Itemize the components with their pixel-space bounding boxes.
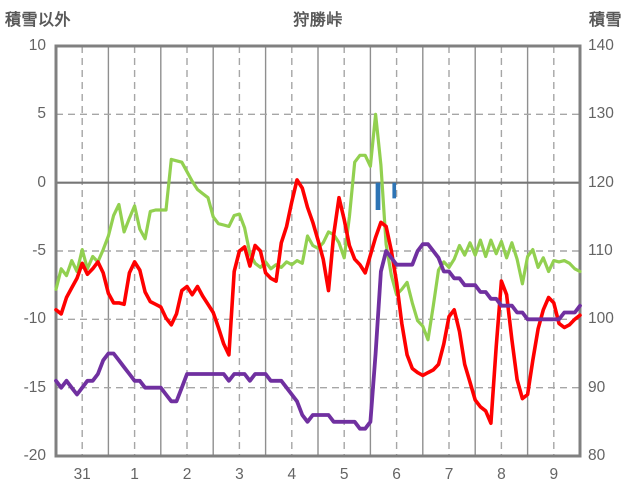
y-left-tick-label: -10 xyxy=(23,310,46,328)
x-tick-label: 9 xyxy=(549,466,559,483)
x-tick-label: 1 xyxy=(130,466,139,483)
x-tick-label: 6 xyxy=(392,466,401,483)
y-right-tick-label: 130 xyxy=(588,105,614,123)
y-left-tick-label: -20 xyxy=(23,447,46,464)
y-left-tick-label: 5 xyxy=(37,105,46,123)
x-tick-label: 7 xyxy=(444,466,454,483)
purple-line-snow-depth xyxy=(54,242,582,431)
y-left-tick-label: -15 xyxy=(23,378,46,396)
plot-border xyxy=(54,44,582,458)
right-axis-title: 積雪 xyxy=(589,12,623,29)
y-right-tick-label: 110 xyxy=(588,242,613,259)
red-line xyxy=(54,178,582,426)
x-tick-label: 31 xyxy=(73,466,91,483)
y-right-tick-label: 140 xyxy=(588,37,614,54)
y-right-tick-label: 120 xyxy=(588,173,614,191)
y-left-tick-label: 10 xyxy=(28,37,46,54)
chart-title: 狩勝峠 xyxy=(293,12,343,29)
x-tick-label: 4 xyxy=(287,466,297,483)
y-right-tick-label: 80 xyxy=(588,447,606,464)
green-line xyxy=(54,112,582,342)
x-tick-label: 2 xyxy=(182,466,192,483)
y-left-tick-label: -5 xyxy=(32,242,46,259)
left-axis-title: 積雪以外 xyxy=(5,12,72,29)
y-right-tick-label: 90 xyxy=(588,378,606,396)
blue-bar-1 xyxy=(375,182,381,210)
y-right-tick-label: 100 xyxy=(588,310,614,328)
blue-bar-2 xyxy=(392,182,397,199)
x-tick-label: 8 xyxy=(497,466,506,483)
y-left-tick-label: 0 xyxy=(37,173,46,191)
x-tick-label: 3 xyxy=(235,466,244,483)
x-tick-label: 5 xyxy=(339,466,349,483)
